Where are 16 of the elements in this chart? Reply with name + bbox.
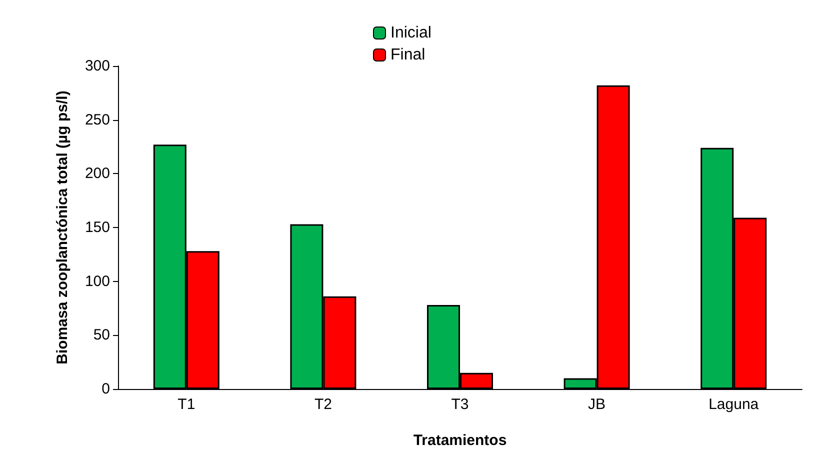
y-tick-label: 150 <box>84 219 110 236</box>
y-tick-label: 250 <box>84 111 110 128</box>
x-tick-label: Laguna <box>708 396 760 413</box>
y-tick-label: 50 <box>93 326 110 344</box>
x-tick-label: T3 <box>451 396 469 413</box>
y-tick-label: 300 <box>84 58 110 74</box>
legend-label: Final <box>390 46 426 64</box>
y-tick-label: 100 <box>84 272 110 290</box>
x-tick-label: T2 <box>314 396 332 413</box>
x-tick-label: T1 <box>178 396 196 413</box>
x-tick-label: JB <box>588 396 606 413</box>
x-axis-title: Tratamientos <box>413 432 507 449</box>
y-tick-label: 200 <box>84 165 110 182</box>
legend-label: Inicial <box>390 24 432 42</box>
y-tick-label: 0 <box>102 380 110 398</box>
y-axis-title: Biomasa zooplanctónica total (µg ps/l) <box>54 90 71 364</box>
